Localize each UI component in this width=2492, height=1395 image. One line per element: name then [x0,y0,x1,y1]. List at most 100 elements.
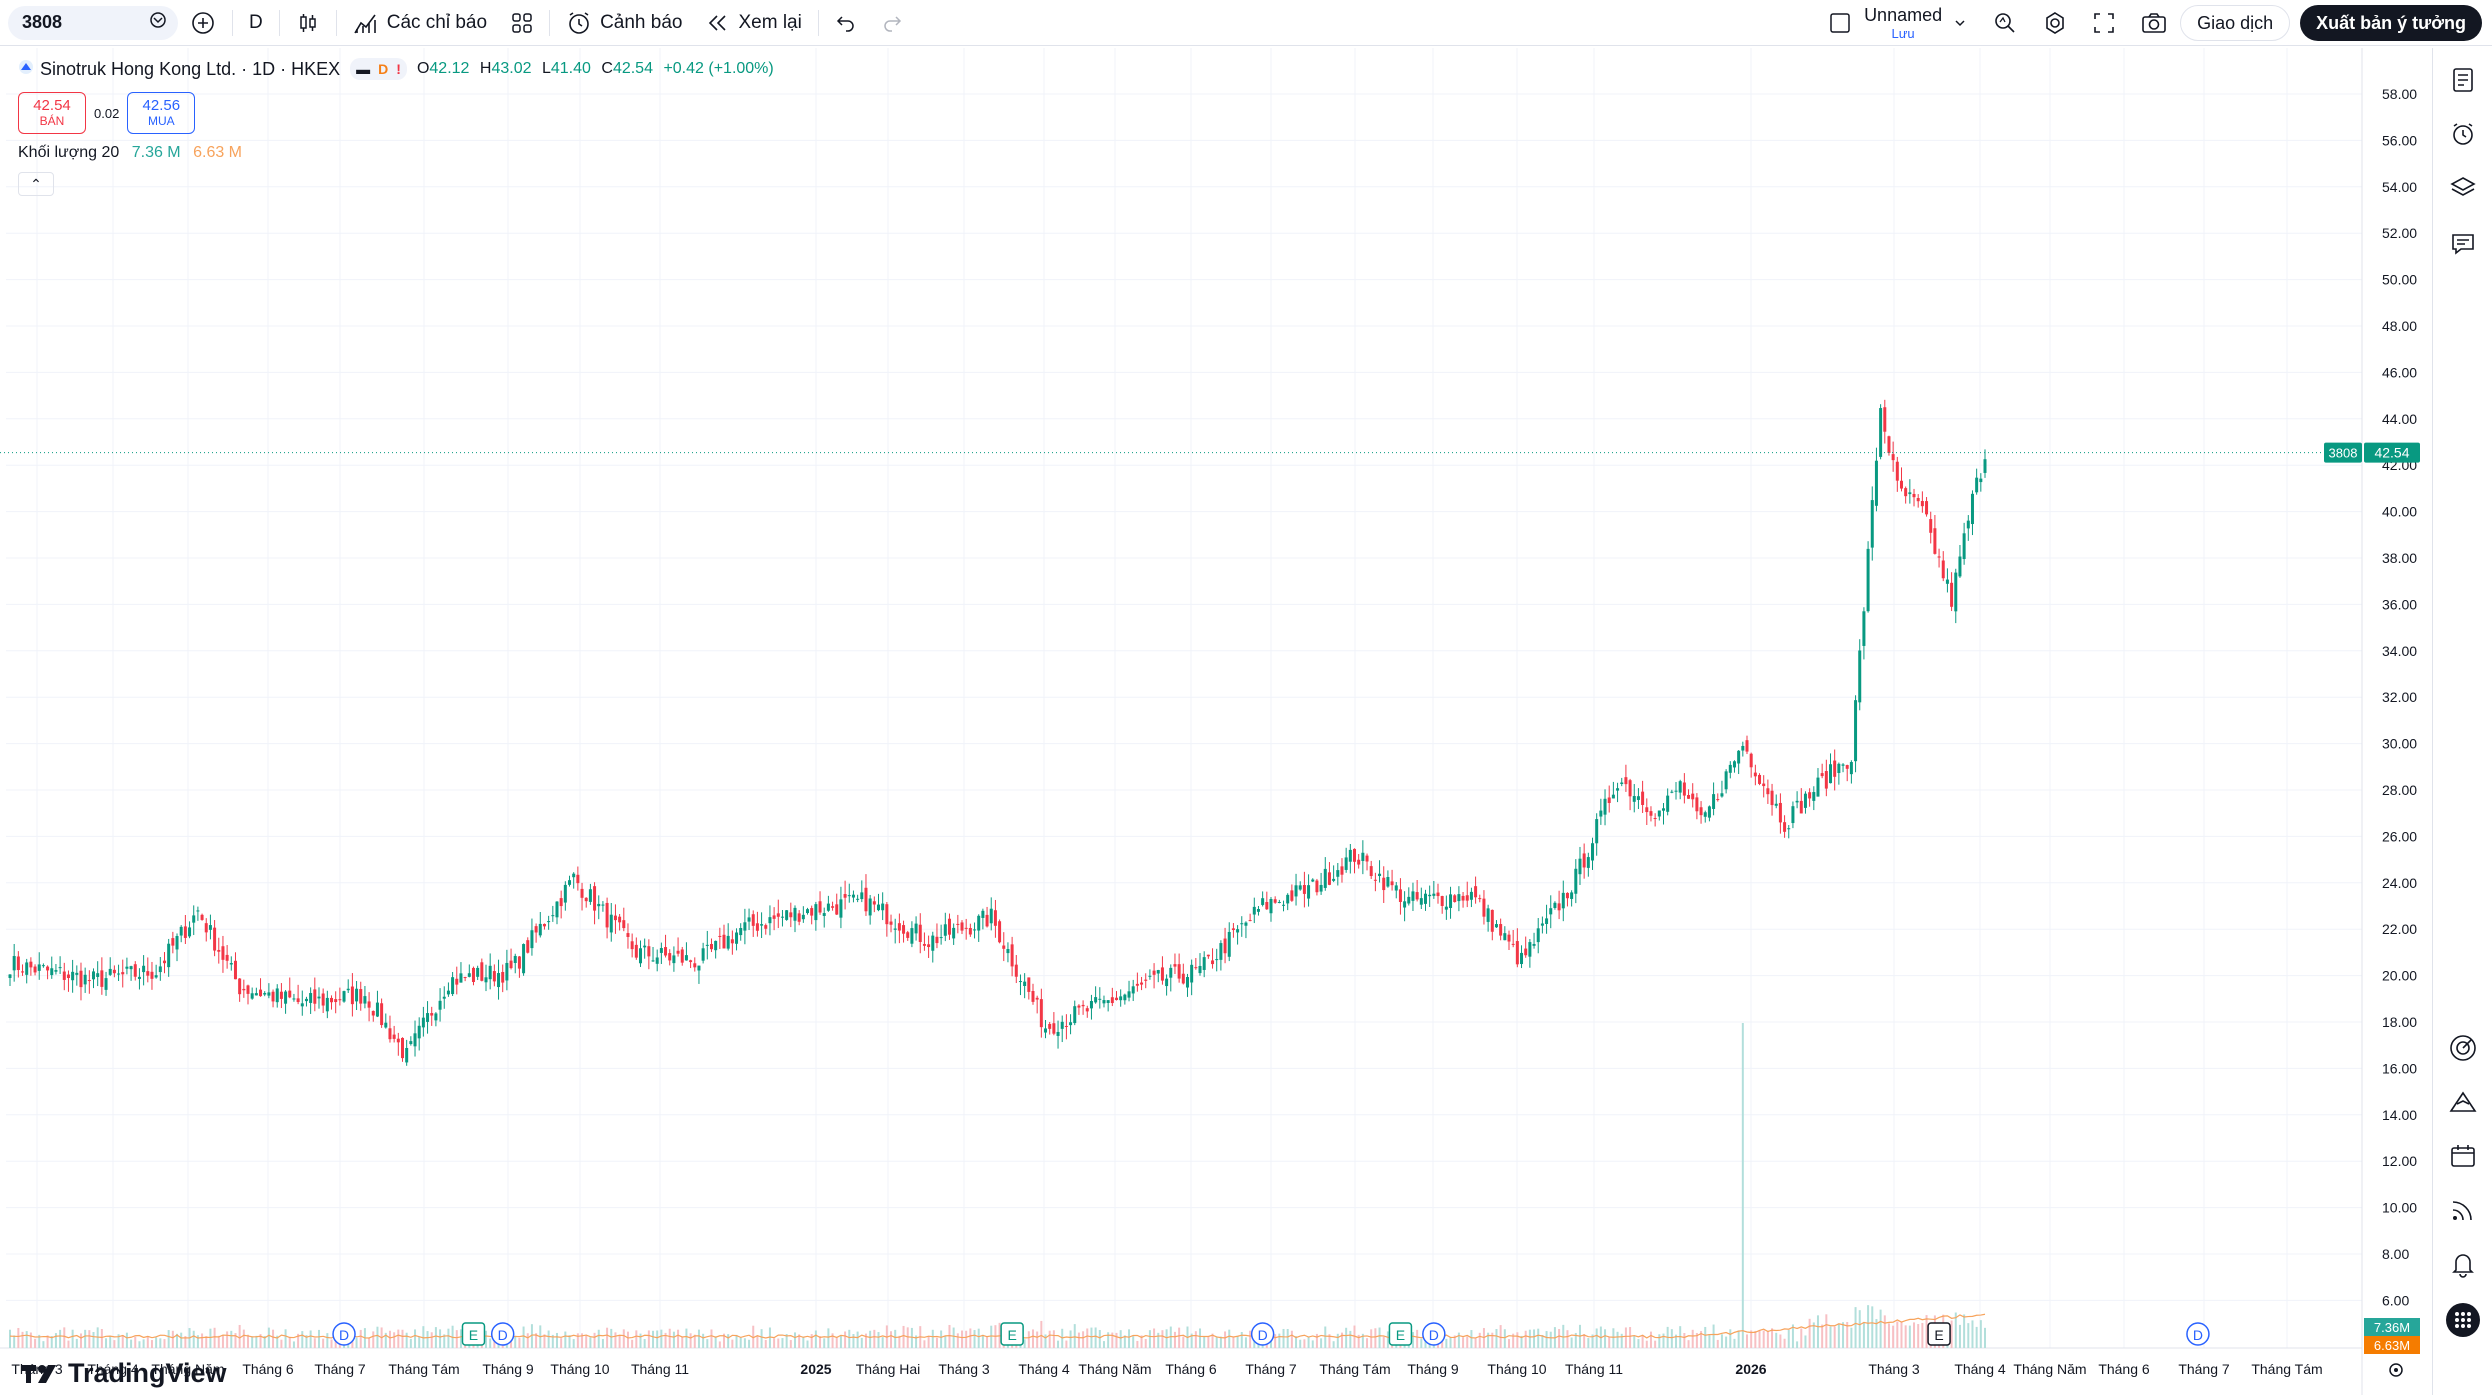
earnings-marker[interactable]: E [1000,1322,1024,1346]
candle-body [484,977,488,983]
settings-button[interactable] [2030,0,2080,46]
symbol-dropdown-icon[interactable] [148,10,168,35]
apps-button[interactable] [2446,1302,2480,1338]
legend-status-badge[interactable]: ▬ D ! [350,58,407,80]
volume-bar [1102,1341,1105,1348]
compare-button[interactable] [178,0,228,46]
candle-body [814,904,818,921]
chats-button[interactable] [2447,230,2479,262]
volume-bar [439,1329,442,1348]
candle-body [167,943,171,968]
price-chart[interactable]: 58.00 56.00 54.00 52.00 50.00 48.00 46.00 44.00… [0,48,2430,1395]
alerts-button[interactable] [2447,120,2479,152]
quick-search-button[interactable] [1980,0,2030,46]
candle-body [330,997,334,1003]
tradingview-logo[interactable]: TradingView [22,1358,227,1389]
volume-axis-label-2: 6.63M [2374,1338,2410,1353]
layout-button[interactable] [1816,0,1856,46]
volume-bar [1950,1320,1953,1348]
volume-bar [1808,1318,1811,1348]
candle-body [1795,800,1799,803]
candle-body [1616,788,1620,791]
interval-button[interactable]: D [237,0,275,46]
x-tick-label: Tháng 10 [550,1361,609,1377]
candle-body [1428,894,1432,897]
volume-bar [1236,1335,1239,1348]
volume-bar [263,1335,266,1348]
volume-bar [1299,1339,1302,1348]
dividend-marker[interactable]: D [1422,1322,1446,1346]
dividend-marker[interactable]: D [490,1322,515,1346]
candle-body [338,999,342,1001]
earnings-marker[interactable]: E [1927,1322,1951,1346]
candle-body [183,926,187,938]
x-tick-label: Tháng 7 [314,1361,366,1377]
volume-bar [1462,1337,1465,1348]
volume-bar [79,1333,82,1348]
axis-settings-icon[interactable] [2389,1363,2403,1377]
candle-body [192,915,196,923]
volume-bar [777,1338,780,1348]
candle-body [100,970,104,987]
candle-body [1240,923,1244,925]
templates-button[interactable] [499,0,545,46]
candle-body [1323,868,1327,888]
candle-body [989,908,993,924]
y-tick-label: 56.00 [2382,132,2417,148]
pine-editor-button[interactable] [2447,1088,2479,1120]
legend-title[interactable]: Sinotruk Hong Kong Ltd. · 1D · HKEX [40,58,341,79]
indicators-button[interactable]: Các chỉ báo [341,0,499,46]
buy-button[interactable]: 42.56 MUA [127,92,196,134]
candle-body [722,934,726,949]
earnings-marker[interactable]: E [461,1322,486,1346]
fullscreen-button[interactable] [2080,0,2128,46]
replay-button[interactable]: Xem lại [694,0,813,46]
layout-name[interactable]: Unnamed Lưu [1864,6,1942,40]
snapshot-button[interactable] [2128,0,2180,46]
candle-body [62,971,66,980]
candle-body [1895,461,1899,481]
layout-menu-button[interactable] [1950,0,1980,46]
candle-body [162,960,166,964]
dividend-marker[interactable]: D [332,1322,356,1346]
volume-bar [856,1331,859,1348]
volume-bar [735,1334,738,1348]
candle-body [1887,436,1891,453]
object-tree-button[interactable] [2447,174,2479,206]
candle-body [417,1025,421,1039]
trade-button[interactable]: Giao dịch [2180,5,2291,41]
notifications-button[interactable] [2447,1250,2479,1282]
earnings-marker[interactable]: E [1388,1322,1413,1346]
candle-body [872,901,876,905]
alert-button[interactable]: Cảnh báo [554,0,694,46]
y-tick-label: 24.00 [2382,875,2417,891]
chart-area[interactable]: 58.00 56.00 54.00 52.00 50.00 48.00 46.00 44.00… [0,48,2430,1395]
redo-button[interactable] [869,0,915,46]
watchlist-button[interactable] [2447,66,2479,98]
volume-legend[interactable]: Khối lượng 20 7.36 M 6.63 M [18,144,242,162]
candle-body [1912,493,1916,498]
sell-button[interactable]: 42.54 BÁN [18,92,86,134]
calendar-button[interactable] [2447,1142,2479,1174]
dividend-marker[interactable]: D [1250,1322,1275,1346]
candle-body [1732,761,1736,768]
undo-button[interactable] [823,0,869,46]
volume-bar [1194,1331,1197,1348]
volume-bar [301,1331,304,1348]
dividend-marker[interactable]: D [2186,1322,2210,1346]
news-button[interactable] [2447,1196,2479,1228]
volume-bar [238,1324,241,1348]
candle-body [1344,857,1348,870]
layout-name-label: Unnamed [1864,5,1943,25]
volume-bar [150,1340,153,1348]
candle-body [906,932,910,938]
candle-body [1269,899,1273,914]
candle-body [1778,802,1782,823]
volume-bar [1583,1333,1586,1348]
publish-idea-button[interactable]: Xuất bản ý tưởng [2300,5,2482,41]
symbol-search[interactable]: 3808 [8,5,178,40]
chart-type-button[interactable] [284,0,332,46]
collapse-legend-button[interactable]: ⌃ [18,172,54,196]
ideas-button[interactable] [2447,1034,2479,1066]
layout-square-icon [1828,11,1852,35]
